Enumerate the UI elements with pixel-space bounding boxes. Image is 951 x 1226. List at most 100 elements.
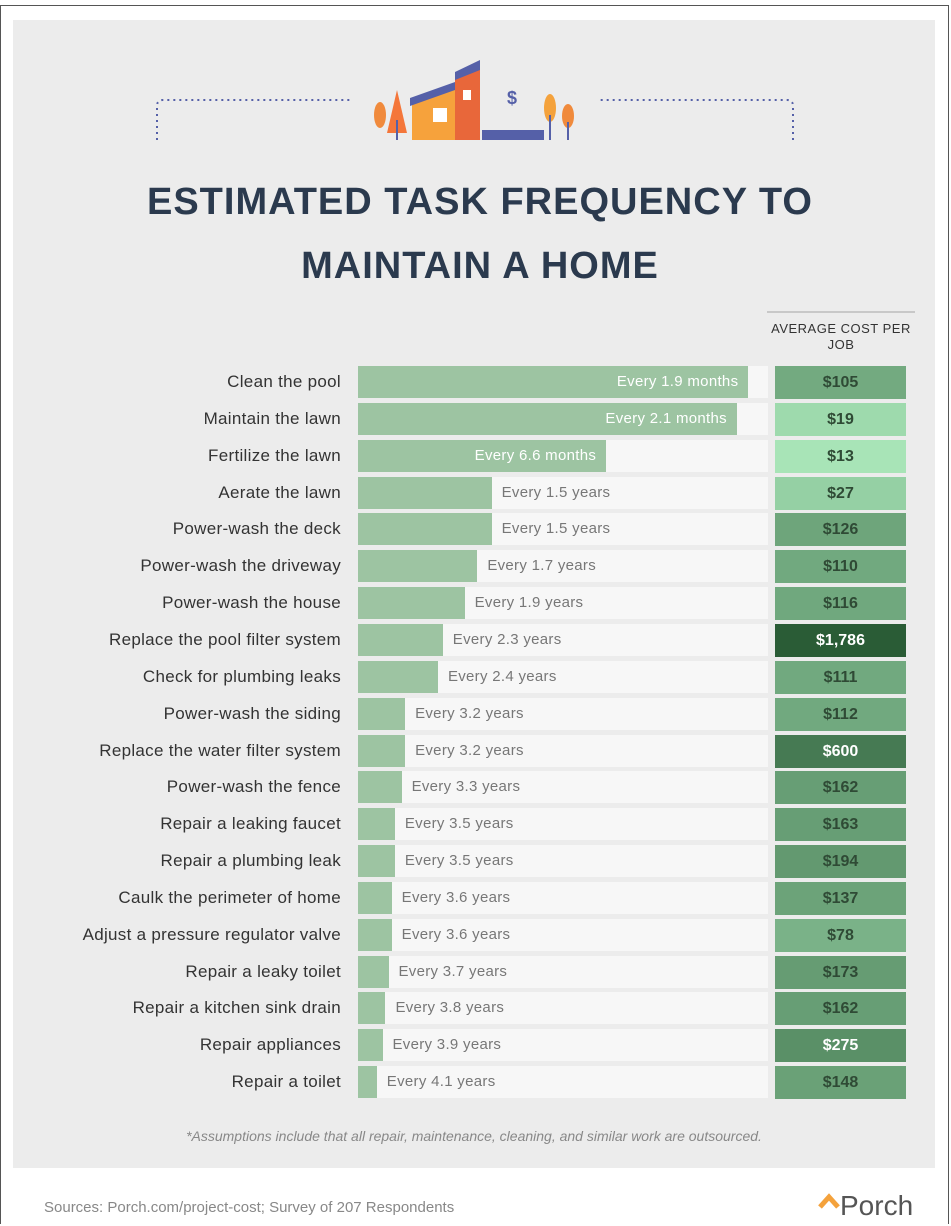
value-label: Every 3.3 years bbox=[411, 778, 521, 796]
cost-cell: $162 bbox=[775, 992, 906, 1026]
cost-cell: $110 bbox=[775, 550, 906, 584]
value-label: Every 1.9 months bbox=[616, 373, 739, 390]
brand: Porch bbox=[818, 1190, 913, 1222]
row-label: Repair a kitchen sink drain bbox=[132, 998, 341, 1018]
bar bbox=[358, 1029, 383, 1062]
track bbox=[358, 845, 768, 878]
note: *Assumptions include that all repair, ma… bbox=[186, 1128, 762, 1144]
track bbox=[358, 992, 768, 1025]
cost-cell: $137 bbox=[775, 881, 906, 915]
cost-cell: $163 bbox=[775, 808, 906, 842]
row-label: Check for plumbing leaks bbox=[142, 666, 341, 686]
cost-label: $105 bbox=[822, 374, 859, 391]
bar bbox=[358, 955, 389, 988]
value-label: Every 3.5 years bbox=[404, 815, 514, 833]
track bbox=[358, 734, 768, 767]
value-label: Every 1.5 years bbox=[501, 520, 611, 538]
track bbox=[358, 697, 768, 730]
cost-cell: $78 bbox=[775, 918, 906, 952]
value-label: Every 1.7 years bbox=[487, 557, 597, 575]
row-label: Repair a toilet bbox=[231, 1072, 341, 1092]
value-label: Every 3.9 years bbox=[392, 1036, 502, 1054]
cost-label: $194 bbox=[822, 853, 859, 871]
cost-cell: $116 bbox=[775, 587, 906, 621]
dotted-line bbox=[598, 99, 794, 140]
track bbox=[358, 881, 768, 914]
header-art: $ bbox=[156, 60, 794, 140]
row-label: Power-wash the fence bbox=[166, 777, 341, 797]
cost-label: $27 bbox=[827, 484, 854, 502]
row-label: Fertilize the lawn bbox=[208, 445, 341, 465]
cost-cell: $194 bbox=[775, 845, 906, 879]
dollar-icon: $ bbox=[507, 88, 517, 108]
frame bbox=[0, 5, 949, 1224]
value-label: Every 3.6 years bbox=[401, 925, 511, 943]
bar bbox=[358, 660, 438, 693]
bar bbox=[358, 550, 478, 583]
value-label: Every 3.2 years bbox=[415, 704, 524, 722]
row-label: Replace the pool filter system bbox=[109, 629, 341, 649]
house bbox=[455, 65, 480, 140]
value-label: Every 1.5 years bbox=[501, 483, 611, 501]
bar bbox=[358, 734, 406, 767]
cost-label: $78 bbox=[827, 926, 854, 944]
value-label: Every 2.3 years bbox=[452, 630, 562, 648]
track bbox=[358, 1066, 768, 1099]
cost-cell: $19 bbox=[775, 402, 906, 436]
bar bbox=[358, 918, 392, 951]
cost-label: $111 bbox=[823, 668, 858, 686]
roof bbox=[410, 82, 455, 106]
bar bbox=[358, 771, 402, 804]
tree bbox=[387, 90, 407, 133]
value-label: Every 4.1 years bbox=[386, 1073, 496, 1091]
cost-cell: $275 bbox=[775, 1029, 906, 1063]
cost-label: $126 bbox=[822, 521, 859, 539]
cost-cell: $600 bbox=[775, 734, 906, 768]
row-label: Repair appliances bbox=[199, 1035, 341, 1055]
cost-cell: $13 bbox=[775, 439, 906, 473]
cost-cell: $105 bbox=[775, 366, 906, 399]
row-label: Power-wash the driveway bbox=[140, 556, 341, 576]
tree bbox=[544, 94, 556, 122]
row-label: Repair a leaky toilet bbox=[185, 961, 341, 981]
bar bbox=[358, 881, 392, 914]
bar bbox=[358, 845, 395, 878]
ground bbox=[482, 130, 544, 140]
cost-cell: $162 bbox=[775, 771, 906, 805]
value-label: Every 3.8 years bbox=[395, 999, 505, 1017]
cost-label: $275 bbox=[822, 1037, 859, 1055]
cost-label: $600 bbox=[822, 742, 859, 760]
cost-label: $162 bbox=[822, 779, 859, 797]
source: Sources: Porch.com/project-cost; Survey … bbox=[44, 1199, 455, 1216]
cost-label: $148 bbox=[822, 1074, 859, 1092]
brand-icon bbox=[818, 1193, 840, 1209]
cost-label: $110 bbox=[823, 558, 858, 576]
bar bbox=[358, 366, 749, 398]
roof bbox=[455, 60, 480, 80]
cost-cell: $126 bbox=[775, 513, 906, 547]
cost-cell: $111 bbox=[775, 660, 906, 694]
value-label: Every 3.6 years bbox=[401, 888, 511, 906]
row-label: Repair a plumbing leak bbox=[160, 851, 341, 871]
bar bbox=[358, 1066, 377, 1099]
row-label: Replace the water filter system bbox=[99, 740, 341, 760]
cost-label: $163 bbox=[822, 816, 859, 834]
row-label: Maintain the lawn bbox=[203, 408, 341, 428]
track bbox=[358, 771, 768, 804]
bar bbox=[358, 587, 465, 620]
value-label: Every 3.7 years bbox=[398, 962, 508, 980]
bar bbox=[358, 402, 737, 435]
value-label: Every 2.4 years bbox=[447, 667, 557, 685]
cost-cell: $112 bbox=[775, 697, 906, 731]
value-label: Every 6.6 months bbox=[474, 446, 597, 464]
value-label: Every 2.1 months bbox=[605, 409, 727, 427]
value-label: Every 1.9 years bbox=[474, 594, 584, 612]
row-label: Repair a leaking faucet bbox=[160, 814, 341, 834]
track bbox=[358, 1029, 768, 1062]
cost-label: $137 bbox=[822, 889, 859, 907]
value-label: Every 3.2 years bbox=[415, 741, 524, 759]
cost-cell: $27 bbox=[775, 476, 906, 510]
cost-label: $13 bbox=[827, 447, 854, 465]
cost-header: AVERAGE COST PER JOB bbox=[767, 311, 915, 353]
